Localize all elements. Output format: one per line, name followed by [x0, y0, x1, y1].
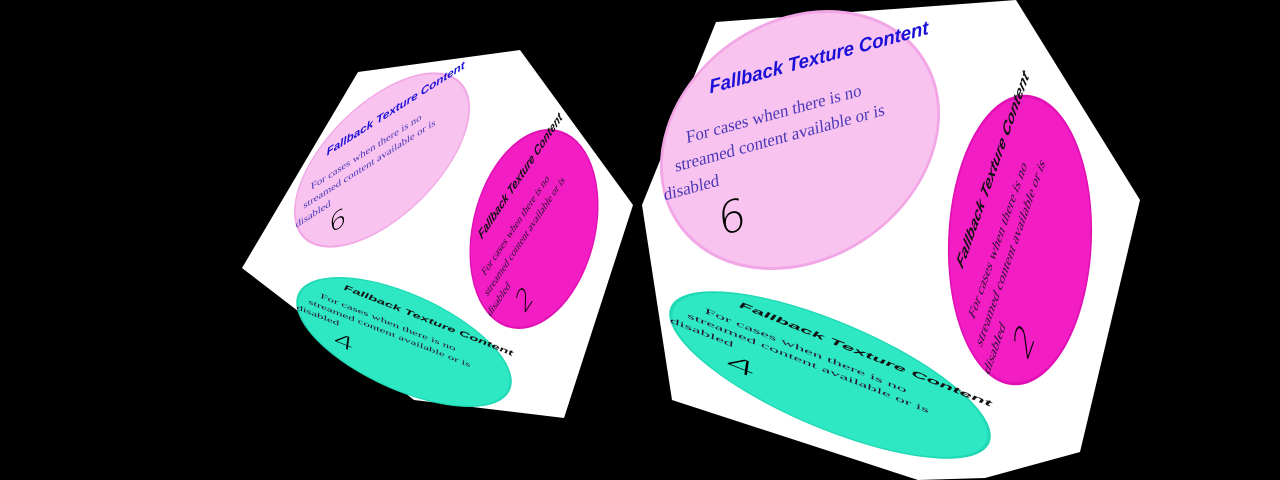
cube-left[interactable]: [242, 36, 633, 434]
cube-right[interactable]: [642, 0, 1140, 480]
